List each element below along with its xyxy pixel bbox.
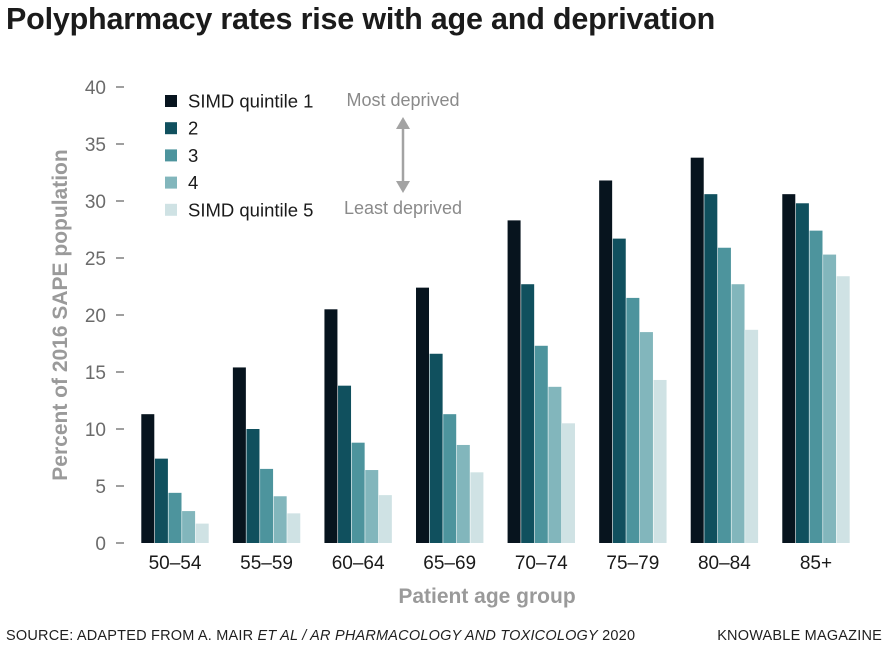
x-axis-label: Patient age group [398, 585, 575, 608]
y-tick-label: 10 [85, 420, 106, 441]
bar-group-65–69 [416, 287, 484, 543]
bar-group-80–84 [690, 157, 759, 544]
bar [745, 329, 759, 543]
bar [443, 414, 457, 543]
legend-item: SIMD quintile 1 [165, 91, 313, 112]
y-axis: 0 5 10 15 20 25 30 35 40 [85, 78, 124, 555]
chart-title: Polypharmacy rates rise with age and dep… [6, 2, 716, 36]
legend-label: 4 [188, 172, 198, 193]
legend-swatch [165, 149, 177, 162]
bar [260, 468, 274, 543]
x-tick-label: 55–59 [240, 553, 293, 574]
x-tick-label: 65–69 [423, 553, 476, 574]
x-tick-label: 60–64 [332, 553, 385, 574]
brand-credit: KNOWABLE MAGAZINE [717, 628, 882, 644]
legend-swatch [165, 176, 177, 189]
source-credit: SOURCE: ADAPTED FROM A. MAIR ET AL / AR … [6, 628, 635, 644]
source-italic: ET AL / AR PHARMACOLOGY AND TOXICOLOGY [257, 628, 598, 644]
y-tick-label: 30 [85, 192, 106, 213]
legend-label: SIMD quintile 5 [188, 199, 313, 220]
x-tick-label: 85+ [800, 553, 832, 574]
legend-item: SIMD quintile 5 [165, 199, 313, 220]
bar-group-50–54 [141, 414, 209, 543]
bar [809, 230, 823, 543]
bar [795, 203, 809, 543]
bar [429, 353, 443, 543]
bar-group-55–59 [232, 367, 301, 543]
bar-chart: 0 5 10 15 20 25 30 35 40 50–54 55–59 60–64 65–69 70–… [49, 78, 850, 608]
y-tick-label: 35 [85, 135, 106, 156]
x-tick-label: 50–54 [149, 553, 202, 574]
bar [338, 385, 352, 543]
annotation-least-deprived: Least deprived [344, 198, 462, 218]
bar [704, 194, 718, 543]
legend-swatch [165, 122, 177, 135]
bar [246, 429, 260, 543]
bar [324, 309, 338, 543]
bar [273, 496, 287, 543]
bar [534, 345, 548, 543]
x-tick-label: 75–79 [606, 553, 659, 574]
bar [232, 367, 246, 543]
legend-swatch [165, 95, 177, 107]
bar [351, 442, 365, 543]
bar [195, 523, 209, 543]
bar [416, 287, 430, 543]
legend-item: 2 [165, 118, 198, 139]
legend-label: 2 [188, 118, 198, 139]
source-suffix: 2020 [597, 628, 636, 644]
y-tick-label: 20 [85, 306, 106, 327]
source-prefix: SOURCE: ADAPTED FROM A. MAIR [6, 628, 258, 644]
bar [717, 247, 731, 544]
bar [141, 414, 155, 543]
legend-item: 4 [165, 172, 198, 193]
y-axis-label: Percent of 2016 SAPE population [49, 149, 72, 480]
bar-group-75–79 [599, 180, 667, 544]
double-arrow-icon [396, 117, 410, 193]
bar [287, 513, 301, 543]
x-tick-label: 80–84 [698, 553, 751, 574]
y-tick-label: 15 [85, 363, 106, 384]
x-tick-label: 70–74 [515, 553, 568, 574]
legend-label: SIMD quintile 1 [188, 91, 313, 112]
bar [168, 492, 182, 543]
legend-swatch [165, 203, 177, 216]
bar [626, 297, 640, 543]
bar [653, 379, 667, 543]
bar [823, 254, 837, 543]
bar [690, 157, 704, 543]
legend-item: 3 [165, 145, 198, 166]
bar [836, 276, 850, 543]
bar [470, 472, 484, 543]
bar-group-70–74 [507, 220, 575, 543]
x-axis: 50–54 55–59 60–64 65–69 70–74 75–79 80–84 85+ [149, 553, 833, 574]
bar [365, 470, 379, 543]
bar [561, 423, 575, 543]
bar [456, 444, 470, 543]
bar [521, 284, 535, 543]
y-tick-label: 25 [85, 249, 106, 270]
bar [782, 194, 796, 543]
bar [154, 458, 168, 543]
bar-group-60–64 [324, 309, 392, 543]
bar-group-85+ [782, 194, 850, 543]
bar [548, 386, 562, 543]
y-tick-label: 40 [85, 78, 106, 99]
bar [639, 332, 653, 543]
annotation-most-deprived: Most deprived [346, 90, 459, 110]
bar [612, 238, 626, 543]
y-tick-label: 5 [95, 477, 106, 498]
bar [731, 284, 745, 543]
bar [378, 495, 392, 543]
deprivation-annotation: Most deprived Least deprived [344, 90, 462, 218]
legend-label: 3 [188, 145, 198, 166]
y-tick-label: 0 [95, 534, 106, 555]
bar [182, 511, 196, 543]
bar [507, 220, 521, 543]
legend: SIMD quintile 1 2 3 4 SIMD quintile 5 [165, 91, 313, 220]
bar [599, 180, 613, 544]
bars [141, 157, 850, 544]
